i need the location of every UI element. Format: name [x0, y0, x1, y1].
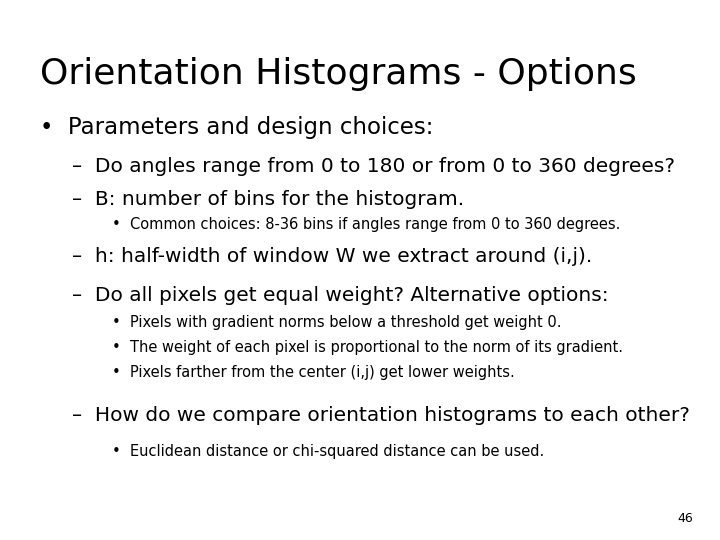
Text: •  Common choices: 8-36 bins if angles range from 0 to 360 degrees.: • Common choices: 8-36 bins if angles ra…: [112, 217, 620, 232]
Text: –  h: half-width of window W we extract around (i,j).: – h: half-width of window W we extract a…: [72, 247, 593, 266]
Text: –  B: number of bins for the histogram.: – B: number of bins for the histogram.: [72, 190, 464, 209]
Text: –  How do we compare orientation histograms to each other?: – How do we compare orientation histogra…: [72, 406, 690, 425]
Text: •  Euclidean distance or chi-squared distance can be used.: • Euclidean distance or chi-squared dist…: [112, 444, 544, 459]
Text: 46: 46: [677, 512, 693, 525]
Text: •  Parameters and design choices:: • Parameters and design choices:: [40, 116, 433, 139]
Text: •  Pixels farther from the center (i,j) get lower weights.: • Pixels farther from the center (i,j) g…: [112, 365, 514, 380]
Text: –  Do angles range from 0 to 180 or from 0 to 360 degrees?: – Do angles range from 0 to 180 or from …: [72, 157, 675, 176]
Text: •  The weight of each pixel is proportional to the norm of its gradient.: • The weight of each pixel is proportion…: [112, 340, 623, 355]
Text: –  Do all pixels get equal weight? Alternative options:: – Do all pixels get equal weight? Altern…: [72, 286, 608, 305]
Text: Orientation Histograms - Options: Orientation Histograms - Options: [40, 57, 636, 91]
Text: •  Pixels with gradient norms below a threshold get weight 0.: • Pixels with gradient norms below a thr…: [112, 315, 561, 330]
